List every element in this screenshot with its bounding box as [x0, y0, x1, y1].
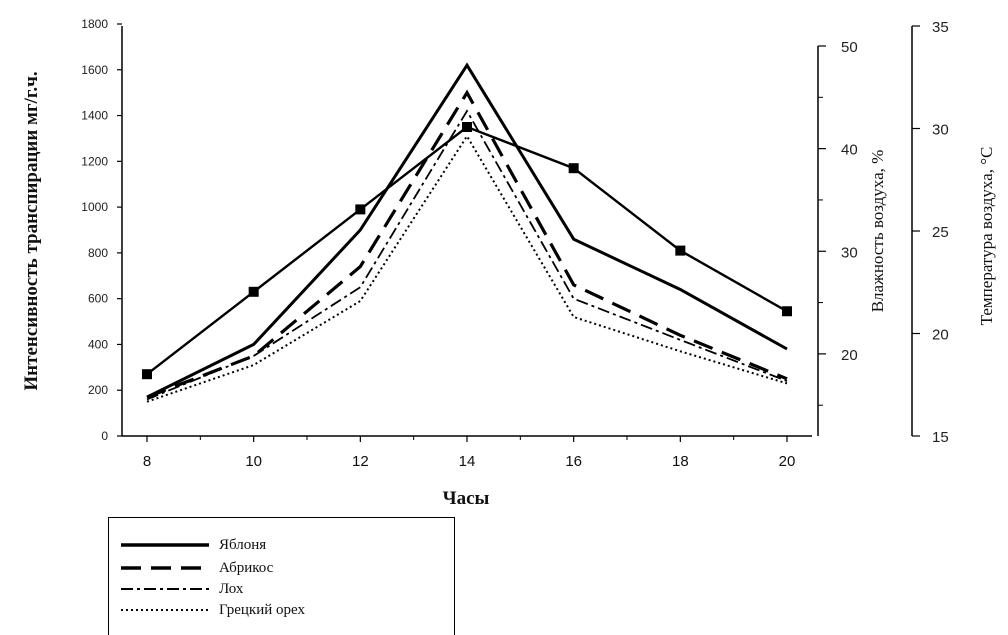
- temperature-tick-label: 25: [932, 224, 949, 241]
- legend-item: Абрикос: [119, 557, 273, 579]
- legend-label: Абрикос: [219, 559, 274, 576]
- x-tick-label: 10: [245, 453, 262, 470]
- humidity-tick-label: 40: [841, 142, 858, 159]
- data-point-marker: [355, 204, 366, 215]
- legend-swatch-dashdot: [121, 588, 209, 590]
- y-tick-label: 200: [88, 383, 108, 397]
- legend-label: Грецкий орех: [219, 601, 305, 618]
- series-line-solid: [146, 62, 788, 399]
- series-lines: [142, 62, 792, 403]
- temperature-tick-label: 15: [932, 429, 949, 446]
- legend: Яблоня Абрикос Лох Грецкий орех: [108, 517, 455, 635]
- legend-swatch-dashed: [121, 566, 209, 570]
- x-tick-label: 14: [459, 453, 476, 470]
- data-point-marker: [142, 369, 152, 380]
- data-point-marker: [462, 122, 472, 132]
- y-tick-label: 800: [88, 246, 108, 260]
- y-tick-label: 1600: [81, 63, 108, 77]
- legend-swatch-dotted: [121, 609, 209, 611]
- legend-item: Лох: [119, 578, 243, 600]
- data-point-marker: [675, 245, 686, 256]
- temperature-tick-label: 30: [932, 122, 949, 139]
- legend-item: Грецкий орех: [119, 599, 305, 621]
- y-tick-label: 1000: [81, 200, 108, 214]
- x-tick-label: 16: [565, 453, 582, 470]
- series-line-dashed: [146, 89, 788, 399]
- temperature-tick-label: 20: [932, 327, 949, 344]
- temperature-tick-label: 35: [932, 19, 949, 36]
- x-tick-label: 8: [143, 453, 151, 470]
- y-tick-label: 400: [88, 337, 108, 351]
- humidity-tick-label: 50: [841, 39, 858, 56]
- y-axis-ticks: 0 200 400 600 800 1000 1200 1400 1600 1800: [81, 17, 122, 443]
- legend-label: Лох: [219, 580, 244, 597]
- series-line-dotted: [146, 134, 788, 403]
- humidity-tick-label: 30: [841, 244, 858, 261]
- line-chart: 0 200 400 600 800 1000 1200 1400 1600 1800 8 10 12 1…: [21, 17, 996, 509]
- y-tick-label: 600: [88, 292, 108, 306]
- y-tick-label: 1400: [81, 109, 108, 123]
- data-point-marker: [782, 306, 792, 317]
- series-line-marker-line: [146, 125, 788, 376]
- humidity-tick-label: 20: [841, 347, 858, 364]
- x-tick-label: 12: [352, 453, 369, 470]
- legend-label: Яблоня: [219, 536, 267, 553]
- humidity-axis-ticks: 20 30 40 50: [818, 39, 858, 406]
- legend-item: Яблоня: [119, 534, 266, 556]
- x-axis-ticks: 8 10 12 14 16 18 20: [143, 436, 796, 470]
- legend-swatch-solid: [121, 543, 209, 547]
- x-tick-label: 20: [779, 453, 796, 470]
- temperature-axis-ticks: 15 20 25 30 35: [912, 19, 949, 446]
- y-tick-label: 0: [101, 429, 108, 443]
- y-tick-label: 1800: [81, 17, 108, 31]
- series-line-dashdot: [146, 109, 788, 401]
- humidity-axis-label: Влажность воздуха, %: [868, 150, 887, 313]
- x-axis-label: Часы: [443, 488, 490, 509]
- y-axis-label: Интенсивность транспирации мг/г.ч.: [21, 71, 42, 390]
- x-tick-label: 18: [672, 453, 689, 470]
- data-point-marker: [568, 163, 579, 174]
- y-tick-label: 1200: [81, 154, 108, 168]
- temperature-axis-label: Температура воздуха, °C: [977, 147, 996, 326]
- data-point-marker: [248, 286, 259, 297]
